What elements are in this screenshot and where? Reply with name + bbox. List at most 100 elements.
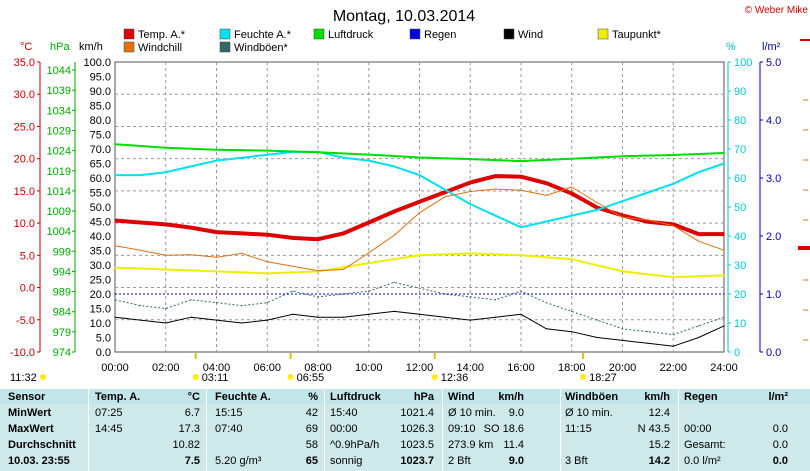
data-point-0	[596, 207, 598, 209]
data-point-5	[495, 299, 497, 301]
wind-tick-label: 10.0	[90, 318, 111, 330]
temp-tick-label: 25.0	[14, 121, 35, 133]
chart-title: Montag, 10.03.2014	[333, 8, 475, 25]
legend: Temp. A.* Feuchte A.* Luftdruck Regen Wind Ta…	[123, 28, 662, 54]
legend-label-windchill: Windchill	[138, 42, 182, 54]
data-point-0	[418, 201, 421, 203]
table-cell: SO 18.6	[483, 423, 524, 435]
legend-label-rain: Regen	[424, 29, 456, 41]
table-cell: 7.5	[184, 455, 200, 467]
data-point-5	[114, 299, 116, 301]
table-cell: 00:00	[684, 423, 712, 435]
table-header-cell: hPa	[413, 391, 434, 403]
pressure-tick-label: 1039	[47, 85, 71, 97]
data-point-1	[139, 174, 141, 176]
table-cell: 9.0	[508, 455, 524, 467]
data-point-6	[114, 316, 116, 318]
pressure-tick-label: 1034	[47, 105, 71, 117]
legend-label-humidity: Feuchte A.*	[234, 29, 292, 41]
table-header-cell: Windböen	[565, 391, 619, 403]
table-divider	[560, 389, 561, 471]
humidity-tick-label: 90	[734, 86, 746, 98]
data-point-0	[114, 219, 116, 222]
rain-tick-label: 0.0	[766, 347, 781, 359]
table-cell: 15:15	[215, 407, 243, 419]
table-cell: 273.9 km	[448, 439, 494, 451]
data-point-4	[698, 240, 700, 242]
table-cell: 10.03. 23:55	[8, 455, 70, 467]
data-point-6	[571, 331, 573, 333]
data-point-5	[621, 328, 624, 330]
data-point-5	[393, 281, 395, 283]
data-point-1	[368, 160, 370, 162]
wind-tick-label: 80.0	[90, 115, 111, 127]
data-point-5	[165, 307, 167, 310]
wind-tick-label: 20.0	[90, 289, 111, 301]
data-point-1	[266, 154, 268, 156]
pressure-tick-label: 974	[53, 347, 71, 359]
data-point-2	[621, 155, 624, 157]
data-point-3	[165, 268, 167, 271]
data-point-4	[596, 201, 598, 204]
humidity-tick-label: 70	[734, 144, 746, 156]
data-point-6	[317, 316, 319, 318]
data-point-6	[342, 316, 344, 318]
data-point-0	[672, 223, 674, 225]
sun-icon	[40, 374, 46, 380]
table-cell: Gesamt:	[684, 439, 726, 451]
table-divider	[324, 389, 325, 471]
table-cell: 15.2	[648, 439, 670, 451]
data-point-2	[266, 150, 268, 152]
data-point-4	[621, 216, 624, 218]
table-header-cell: l/m²	[768, 391, 788, 403]
table-header-cell: °C	[187, 391, 200, 403]
legend-swatch-pressure	[313, 28, 325, 40]
data-point-4	[418, 212, 421, 214]
data-point-4	[672, 225, 674, 227]
pressure-tick-label: 1009	[47, 206, 71, 218]
temp-tick-label: 35.0	[14, 57, 35, 69]
data-point-5	[596, 319, 598, 321]
data-point-1	[520, 226, 522, 228]
legend-label-dewpoint: Taupunkt*	[612, 29, 662, 41]
table-cell: 69	[305, 423, 318, 435]
wind-tick-label: 45.0	[90, 217, 111, 229]
time-tick-label: 02:00	[152, 362, 180, 374]
data-point-6	[393, 310, 395, 312]
data-point-0	[545, 182, 547, 184]
wind-tick-label: 35.0	[90, 246, 111, 258]
data-point-0	[368, 221, 370, 224]
data-point-2	[469, 158, 471, 160]
wind-tick-label: 55.0	[90, 188, 111, 200]
table-cell: 00:00	[330, 423, 358, 435]
time-tick-label: 18:00	[558, 362, 586, 374]
pressure-tick-label: 1004	[47, 226, 71, 238]
table-cell: 9.0	[508, 407, 524, 419]
data-point-5	[292, 290, 294, 292]
legend-swatch-gust	[219, 41, 231, 53]
data-point-6	[418, 313, 421, 315]
data-point-4	[723, 249, 725, 251]
data-point-4	[368, 252, 370, 254]
temp-tick-label: 20.0	[14, 154, 35, 166]
rain-tick-label: 1.0	[766, 289, 781, 301]
table-cell: 65	[305, 455, 318, 467]
table-cell: 6.7	[184, 407, 200, 419]
temp-tick-label: -10.0	[10, 347, 35, 359]
data-point-1	[241, 157, 243, 159]
data-point-4	[165, 254, 167, 256]
data-point-0	[621, 214, 624, 216]
data-point-0	[292, 237, 294, 239]
series-lines	[114, 143, 725, 347]
data-point-1	[444, 189, 446, 191]
data-point-0	[139, 221, 141, 224]
wind-tick-label: 0.0	[96, 347, 111, 359]
temp-tick-label: 0.0	[20, 283, 35, 295]
data-point-1	[545, 220, 547, 223]
sun-marker-label: 03:11	[202, 372, 229, 384]
time-tick-label: 14:00	[456, 362, 484, 374]
table-cell: 15:40	[330, 407, 358, 419]
table-cell: Durchschnitt	[8, 439, 76, 451]
table-cell: MaxWert	[8, 423, 54, 435]
legend-swatch-wind	[503, 28, 515, 40]
